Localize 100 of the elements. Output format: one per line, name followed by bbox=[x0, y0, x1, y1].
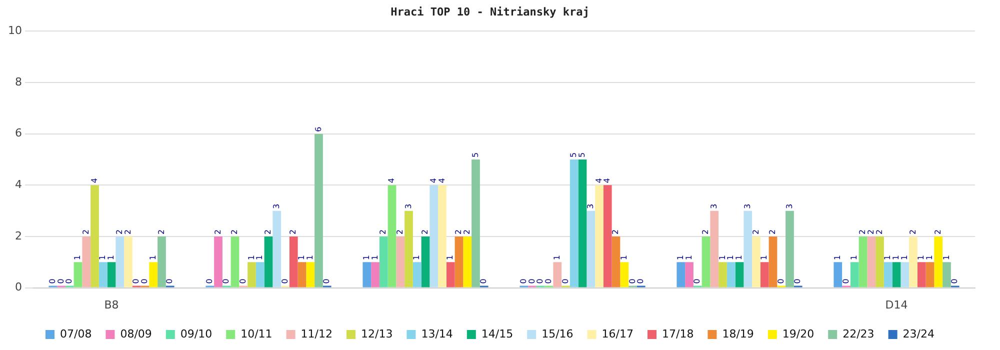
data-label: 3 bbox=[709, 204, 718, 209]
bar bbox=[884, 262, 892, 288]
legend-label: 08/09 bbox=[120, 327, 152, 340]
data-label: 2 bbox=[213, 229, 222, 234]
bar bbox=[306, 262, 315, 288]
bar bbox=[289, 236, 298, 288]
bar bbox=[612, 236, 620, 288]
bar bbox=[438, 185, 446, 288]
bar bbox=[553, 262, 562, 288]
data-label: 1 bbox=[246, 255, 256, 260]
bar bbox=[702, 236, 710, 288]
data-label: 1 bbox=[148, 255, 158, 260]
data-label: 0 bbox=[793, 278, 802, 284]
data-label: 2 bbox=[378, 229, 388, 234]
bar bbox=[942, 262, 951, 288]
data-label: 0 bbox=[64, 278, 74, 284]
data-label: 2 bbox=[751, 229, 760, 234]
bar bbox=[892, 262, 901, 288]
data-label: 0 bbox=[536, 278, 545, 284]
data-label: 3 bbox=[742, 204, 752, 209]
bar bbox=[752, 236, 760, 288]
data-label: 1 bbox=[850, 255, 859, 260]
data-label: 4 bbox=[428, 178, 438, 184]
data-label: 1 bbox=[684, 255, 694, 260]
y-tick-label: 8 bbox=[14, 75, 22, 88]
data-label: 1 bbox=[916, 255, 926, 260]
legend-label: 16/17 bbox=[602, 327, 634, 340]
data-label: 2 bbox=[420, 229, 430, 234]
data-label: 0 bbox=[280, 278, 290, 284]
legend-label: 23/24 bbox=[902, 327, 935, 340]
data-label: 5 bbox=[569, 152, 578, 158]
bar bbox=[149, 262, 158, 288]
legend-label: 12/13 bbox=[361, 327, 393, 340]
data-label: 5 bbox=[470, 152, 480, 158]
data-label: 1 bbox=[106, 255, 116, 260]
bar bbox=[867, 236, 876, 288]
bar bbox=[685, 262, 694, 288]
data-label: 4 bbox=[90, 178, 99, 184]
data-label: 2 bbox=[288, 229, 298, 234]
bar bbox=[726, 262, 736, 288]
bar bbox=[264, 236, 273, 288]
data-label: 0 bbox=[692, 278, 702, 284]
data-label: 0 bbox=[132, 278, 141, 284]
y-tick-label: 2 bbox=[14, 229, 22, 242]
data-label: 1 bbox=[98, 255, 108, 260]
legend-label: 15/16 bbox=[542, 327, 574, 340]
data-label: 1 bbox=[370, 255, 380, 260]
data-label: 1 bbox=[900, 255, 909, 260]
bar bbox=[430, 185, 438, 288]
bar bbox=[620, 262, 629, 288]
bar bbox=[858, 236, 868, 288]
data-label: 0 bbox=[950, 278, 960, 284]
data-label: 1 bbox=[832, 255, 842, 260]
data-label: 4 bbox=[594, 178, 604, 184]
legend-label: 07/08 bbox=[60, 327, 92, 340]
data-label: 3 bbox=[586, 204, 595, 209]
bar bbox=[578, 160, 587, 288]
data-label: 3 bbox=[272, 204, 281, 209]
bar bbox=[735, 262, 744, 288]
legend-label: 09/10 bbox=[180, 327, 212, 340]
data-label: 3 bbox=[404, 204, 413, 209]
legend-label: 11/12 bbox=[300, 327, 332, 340]
data-label: 2 bbox=[264, 229, 273, 234]
legend-label: 17/18 bbox=[662, 327, 694, 340]
data-label: 1 bbox=[297, 255, 306, 260]
bar bbox=[676, 262, 686, 288]
data-label: 1 bbox=[73, 255, 82, 260]
bar bbox=[900, 262, 910, 288]
x-tick-label: B8 bbox=[104, 298, 119, 312]
data-label: 2 bbox=[858, 229, 868, 234]
data-label: 0 bbox=[48, 278, 57, 284]
data-label: 0 bbox=[527, 278, 536, 284]
data-label: 0 bbox=[628, 278, 637, 284]
data-label: 2 bbox=[874, 229, 884, 234]
bar bbox=[412, 262, 422, 288]
data-label: 0 bbox=[140, 278, 150, 284]
data-label: 0 bbox=[841, 278, 850, 284]
legend-label: 14/15 bbox=[481, 327, 514, 340]
data-label: 2 bbox=[611, 229, 620, 234]
data-label: 0 bbox=[322, 278, 332, 284]
data-label: 2 bbox=[230, 229, 240, 234]
data-label: 2 bbox=[395, 229, 404, 234]
data-label: 2 bbox=[156, 229, 166, 234]
bar bbox=[595, 185, 604, 288]
data-label: 0 bbox=[165, 278, 174, 284]
bar bbox=[388, 185, 396, 288]
bar bbox=[82, 236, 91, 288]
bar bbox=[926, 262, 934, 288]
data-label: 1 bbox=[942, 255, 951, 260]
data-label: 2 bbox=[908, 229, 918, 234]
bar bbox=[834, 262, 842, 288]
bar bbox=[472, 160, 480, 288]
bar bbox=[256, 262, 264, 288]
bar bbox=[786, 210, 794, 288]
bar bbox=[124, 236, 132, 288]
data-label: 2 bbox=[81, 229, 90, 234]
legend-label: 13/14 bbox=[421, 327, 453, 340]
bar bbox=[768, 236, 778, 288]
bar bbox=[454, 236, 464, 288]
data-label: 6 bbox=[314, 126, 323, 132]
